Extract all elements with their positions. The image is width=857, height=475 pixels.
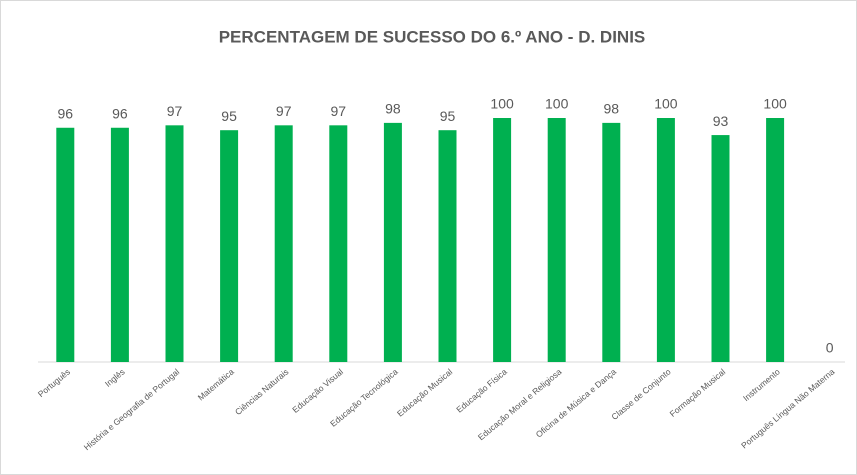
data-label: 100: [490, 96, 514, 112]
chart-title: PERCENTAGEM DE SUCESSO DO 6.º ANO - D. D…: [219, 27, 646, 46]
bar: [547, 118, 566, 362]
bar: [56, 127, 75, 362]
bar: [656, 118, 675, 362]
data-label: 0: [826, 340, 834, 356]
bar: [493, 118, 512, 362]
bar: [602, 122, 621, 362]
bar: [220, 130, 239, 362]
data-label: 100: [763, 96, 787, 112]
bar: [711, 135, 730, 362]
data-label: 96: [112, 105, 128, 121]
data-label: 100: [545, 96, 569, 112]
data-label: 93: [713, 113, 729, 129]
bar: [274, 125, 293, 362]
data-label: 98: [385, 101, 401, 117]
data-label: 95: [440, 108, 456, 124]
bar: [438, 130, 457, 362]
data-label: 97: [167, 103, 183, 119]
bar: [165, 125, 184, 362]
data-label: 97: [331, 103, 347, 119]
data-label: 96: [58, 105, 74, 121]
data-label: 95: [221, 108, 237, 124]
bar: [383, 122, 402, 362]
bar: [329, 125, 348, 362]
data-label: 97: [276, 103, 292, 119]
data-label: 98: [604, 101, 620, 117]
data-label: 100: [654, 96, 678, 112]
bar: [110, 127, 129, 362]
bar: [766, 118, 785, 362]
